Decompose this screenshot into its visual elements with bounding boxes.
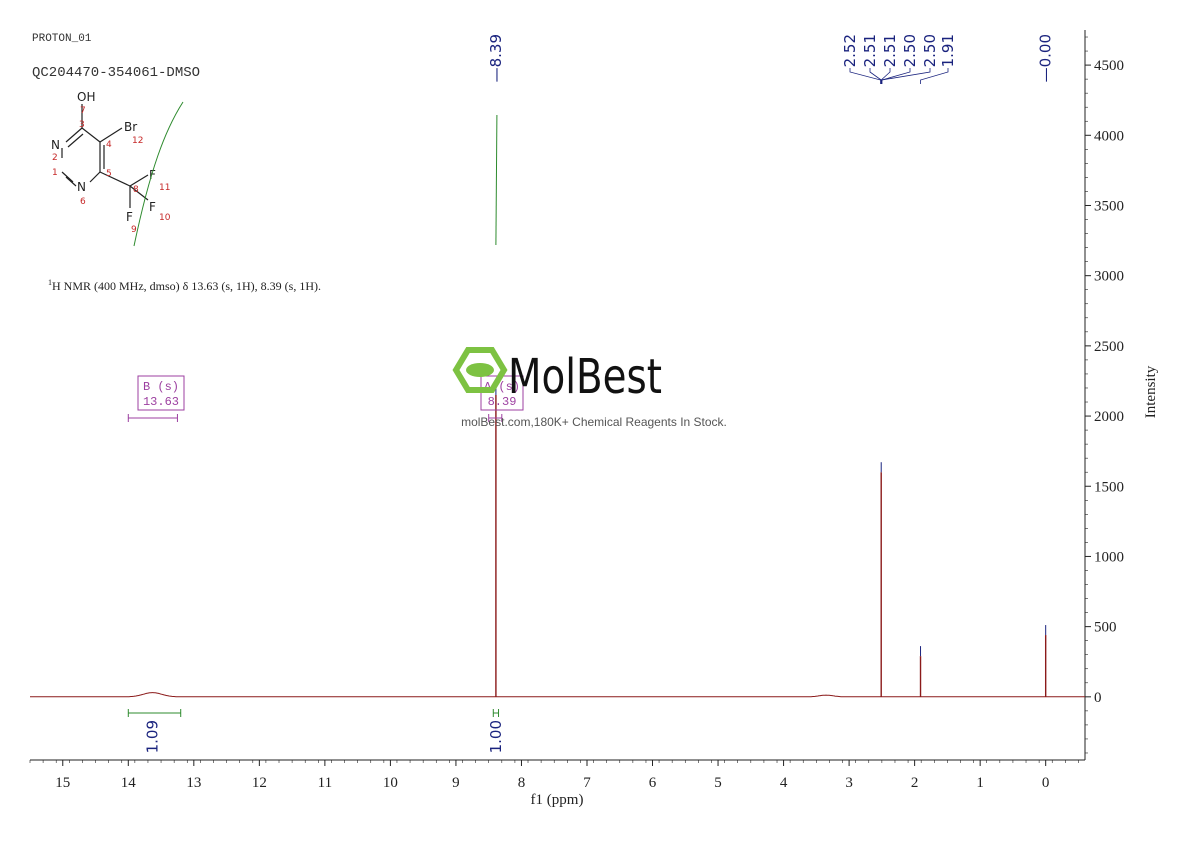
atom-f9: F <box>126 210 133 224</box>
x-tick-label: 2 <box>911 775 919 791</box>
watermark-tagline: molBest.com,180K+ Chemical Reagents In S… <box>461 415 727 429</box>
peak-label: 2.51 <box>881 34 899 67</box>
peak-label: 2.52 <box>841 34 859 67</box>
atom-number: 1 <box>52 168 58 178</box>
atom-number: 6 <box>80 197 86 207</box>
x-axis-title: f1 (ppm) <box>531 792 584 808</box>
y-tick-label: 500 <box>1094 620 1117 636</box>
peak-label: —0.00 <box>1037 34 1055 82</box>
x-tick-label: 8 <box>518 775 526 791</box>
molecule-structure: OH Br N N F F F 7 3 4 12 2 1 5 8 11 6 10… <box>51 90 184 247</box>
x-tick-label: 14 <box>121 775 137 791</box>
atom-oh: OH <box>77 90 95 104</box>
atom-number: 7 <box>80 106 86 116</box>
x-axis-ticks: 15 14 13 12 11 10 9 8 7 6 5 4 3 2 1 0 <box>29 760 1079 791</box>
x-tick-label: 4 <box>780 775 788 791</box>
atom-number: 11 <box>159 183 170 193</box>
multiplet-value: 8.39 <box>488 395 517 409</box>
atom-n2: N <box>51 138 60 152</box>
atom-number: 4 <box>106 140 112 150</box>
y-tick-label: 4000 <box>1094 128 1124 144</box>
x-tick-label: 0 <box>1042 775 1050 791</box>
peak-label: 2.51 <box>861 34 879 67</box>
y-axis-title: Intensity <box>1143 365 1159 418</box>
experiment-name: PROTON_01 <box>32 33 92 45</box>
x-tick-label: 7 <box>583 775 591 791</box>
x-tick-label: 15 <box>55 775 70 791</box>
atom-br: Br <box>124 120 137 134</box>
multiplet-label: B (s) <box>143 380 179 394</box>
watermark-brand: MolBest <box>508 349 662 405</box>
atom-number: 12 <box>132 136 143 146</box>
y-tick-label: 2500 <box>1094 339 1124 355</box>
x-tick-label: 10 <box>383 775 398 791</box>
atom-f10: F <box>149 200 156 214</box>
multiplet-box <box>137 375 185 411</box>
integral-value: 1.09 <box>144 720 162 753</box>
x-tick-label: 3 <box>845 775 853 791</box>
nmr-text: H NMR (400 MHz, dmso) δ 13.63 (s, 1H), 8… <box>52 279 321 293</box>
x-tick-label: 13 <box>186 775 201 791</box>
peak-label-connector <box>880 68 891 84</box>
watermark: MolBest molBest.com,180K+ Chemical Reage… <box>452 347 727 429</box>
integral-curve <box>495 114 498 246</box>
y-tick-label: 1500 <box>1094 479 1124 495</box>
x-tick-label: 11 <box>318 775 332 791</box>
nmr-sup: 1 <box>48 278 52 287</box>
x-tick-label: 12 <box>252 775 267 791</box>
peak-label-connector <box>920 68 949 84</box>
peak-label-connector <box>849 68 881 84</box>
atom-number: 8 <box>133 185 139 195</box>
atom-n6: N <box>77 180 86 194</box>
peak-label-connector <box>881 68 931 84</box>
peak-label: 2.50 <box>921 34 939 67</box>
x-tick-label: 9 <box>452 775 460 791</box>
atom-number: 5 <box>106 169 112 179</box>
atom-f11: F <box>149 168 156 182</box>
spectrum-baseline <box>30 692 1085 698</box>
integral-value: 1.00 <box>487 720 505 753</box>
molbest-logo-icon <box>452 347 508 393</box>
atom-number: 10 <box>159 213 171 223</box>
x-tick-label: 1 <box>976 775 984 791</box>
peak-label-group: —8.39 —0.002.52 2.51 2.51 2.50 2.50 1.91 <box>487 34 1055 84</box>
y-tick-label: 3000 <box>1094 269 1124 285</box>
peak-label: —8.39 <box>487 34 505 82</box>
integral-regions: 1.09 1.00 <box>127 114 505 753</box>
y-tick-label: 1000 <box>1094 549 1124 565</box>
y-axis-ticks: 4500 4000 3500 3000 2500 2000 1500 1000 500 0 <box>1085 36 1124 754</box>
atom-number: 2 <box>52 153 58 163</box>
peak-label-connector <box>869 68 882 84</box>
y-tick-label: 0 <box>1094 690 1102 706</box>
atom-number: 3 <box>79 120 85 130</box>
x-tick-label: 6 <box>649 775 657 791</box>
peak-label: 2.50 <box>901 34 919 67</box>
peak-label: 1.91 <box>939 34 957 67</box>
sample-name: QC204470-354061-DMSO <box>32 65 200 81</box>
nmr-description: 1H NMR (400 MHz, dmso) δ 13.63 (s, 1H), … <box>48 278 321 293</box>
x-tick-label: 5 <box>714 775 722 791</box>
spectrum-traces <box>30 385 1085 698</box>
y-tick-label: 3500 <box>1094 198 1124 214</box>
y-tick-label: 4500 <box>1094 58 1124 74</box>
multiplet-value: 13.63 <box>143 395 179 409</box>
y-tick-label: 2000 <box>1094 409 1124 425</box>
atom-number: 9 <box>131 225 137 235</box>
